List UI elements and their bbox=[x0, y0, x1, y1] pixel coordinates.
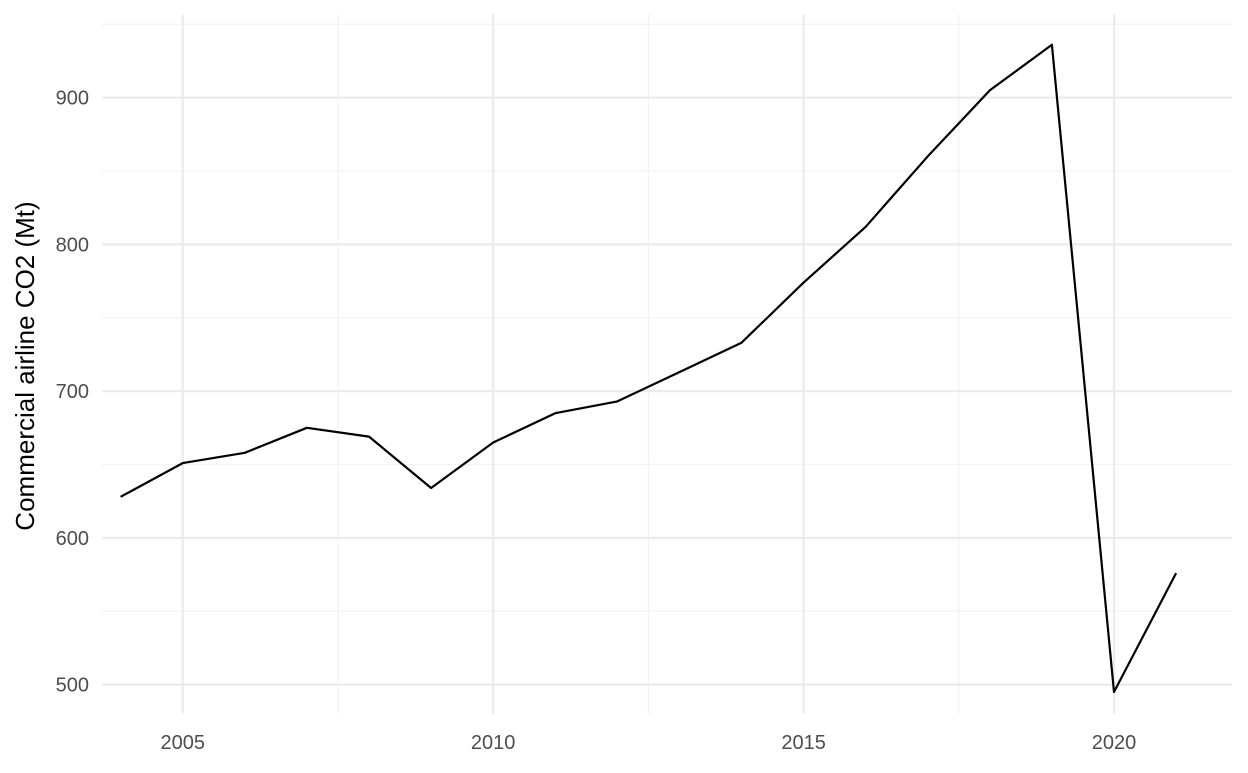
series-layer bbox=[120, 43, 1178, 694]
x-axis-tick-labels: 2005 2010 2015 2020 bbox=[160, 732, 1136, 754]
series-line bbox=[120, 43, 1178, 694]
y-tick-label: 900 bbox=[56, 88, 89, 110]
y-tick-label: 600 bbox=[56, 528, 89, 550]
y-axis-title: Commercial airline CO2 (Mt) bbox=[10, 201, 40, 530]
x-tick-label: 2020 bbox=[1092, 732, 1137, 754]
x-tick-label: 2015 bbox=[781, 732, 826, 754]
x-tick-label: 2010 bbox=[471, 732, 516, 754]
x-tick-label: 2005 bbox=[160, 732, 205, 754]
y-tick-label: 700 bbox=[56, 381, 89, 403]
y-tick-label: 800 bbox=[56, 234, 89, 256]
major-gridlines bbox=[102, 14, 1232, 714]
y-axis-tick-labels: 500 600 700 800 900 bbox=[56, 88, 89, 697]
y-tick-label: 500 bbox=[56, 675, 89, 697]
minor-gridlines bbox=[102, 14, 1232, 714]
